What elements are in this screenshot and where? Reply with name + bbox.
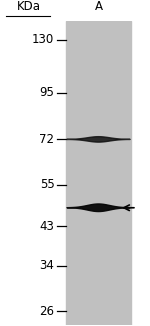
Polygon shape xyxy=(67,137,130,142)
Text: 55: 55 xyxy=(40,178,54,191)
Text: KDa: KDa xyxy=(17,0,41,13)
Bar xyxy=(66,22,131,325)
Text: 95: 95 xyxy=(39,86,54,99)
Polygon shape xyxy=(67,204,130,212)
Text: 43: 43 xyxy=(39,220,54,233)
Text: 72: 72 xyxy=(39,133,54,146)
Text: 26: 26 xyxy=(39,304,54,318)
Text: A: A xyxy=(94,0,103,13)
Text: 130: 130 xyxy=(32,33,54,46)
Text: 34: 34 xyxy=(39,259,54,273)
